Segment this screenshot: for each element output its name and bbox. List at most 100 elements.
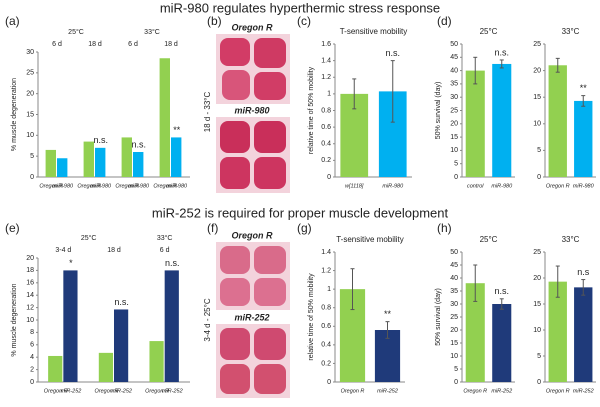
- annotation: n.s.: [494, 47, 509, 57]
- tissue: [254, 328, 286, 360]
- group-label: 25°C: [68, 28, 84, 36]
- y-tick-label: 35: [450, 288, 458, 295]
- y-tick-label: 1.6: [321, 41, 331, 48]
- y-tick-label: 0.4: [321, 342, 331, 349]
- chart-title: T-sensitive mobility: [336, 235, 404, 244]
- tissue: [254, 157, 286, 189]
- y-tick-label: 5: [537, 353, 541, 360]
- y-tick-label: 1: [327, 91, 331, 98]
- image-label: Oregon R: [231, 22, 273, 32]
- y-tick-label: 0: [454, 379, 458, 386]
- section-title: miR-980 regulates hyperthermic stress re…: [160, 0, 440, 15]
- y-tick-label: 10: [450, 147, 458, 154]
- y-tick-label: 40: [450, 275, 458, 282]
- tissue: [220, 364, 250, 394]
- tissue: [220, 121, 250, 153]
- annotation: n.s.: [114, 297, 129, 307]
- bar-label: miR-980: [90, 183, 112, 189]
- histology-f: (f) Oregon R miR-252 3-4 d - 25°C: [203, 221, 290, 398]
- y-tick-label: 10: [533, 327, 541, 334]
- bar-label: Oregon R: [145, 388, 169, 394]
- y-tick-label: 5: [30, 153, 34, 160]
- annotation: n.s.: [385, 48, 400, 58]
- tissue: [254, 364, 286, 394]
- y-tick-label: 20: [26, 91, 34, 98]
- y-tick-label: 10: [26, 132, 34, 139]
- bar-label: miR-980: [52, 183, 74, 189]
- y-tick-label: 45: [450, 54, 458, 61]
- y-tick-label: 15: [450, 134, 458, 141]
- group-label: 25°C: [81, 234, 97, 242]
- y-tick-label: 1.4: [321, 249, 331, 256]
- bar: [574, 287, 593, 382]
- bar-label: Oregon R: [44, 388, 68, 394]
- bar: [465, 283, 485, 382]
- tissue: [254, 121, 286, 153]
- bar: [133, 152, 144, 177]
- y-tick-label: 30: [450, 301, 458, 308]
- category-label: 18 d: [164, 41, 178, 48]
- chart-title: 33°C: [562, 27, 580, 36]
- y-tick-label: 0.2: [321, 360, 331, 367]
- bar-label: miR-252: [162, 388, 183, 394]
- y-tick-label: 5: [454, 161, 458, 168]
- tissue: [220, 328, 250, 360]
- chart-title: 25°C: [480, 235, 498, 244]
- category-label: 6 d: [128, 41, 138, 48]
- bar-label: miR-980: [166, 183, 188, 189]
- category-label: miR-252: [377, 388, 398, 394]
- y-tick-label: 1.4: [321, 57, 331, 64]
- bar: [548, 65, 567, 177]
- y-tick-label: 25: [450, 107, 458, 114]
- panel-letter: (a): [5, 14, 20, 28]
- category-label: Oregon R: [463, 388, 487, 394]
- category-label: Oregon R: [546, 388, 570, 394]
- panel-letter: (d): [437, 14, 452, 28]
- panel-letter: (b): [207, 14, 222, 28]
- y-tick-label: 0.8: [321, 305, 331, 312]
- bar-label: Oregon R: [94, 388, 118, 394]
- category-label: miR-980: [491, 183, 513, 189]
- y-tick-label: 8: [30, 329, 34, 336]
- bar-label: Oregon R: [39, 183, 63, 189]
- y-tick-label: 0.6: [321, 124, 331, 131]
- bar-label: Oregon R: [77, 183, 101, 189]
- bar: [57, 158, 68, 177]
- tissue: [220, 157, 250, 189]
- bar: [149, 341, 164, 382]
- panel-letter: (h): [437, 221, 452, 235]
- y-tick-label: 0: [327, 174, 331, 181]
- bar: [492, 63, 512, 178]
- category-label: miR-980: [573, 183, 595, 189]
- annotation: **: [580, 83, 588, 93]
- panel-letter: (c): [297, 14, 311, 28]
- annotation: **: [384, 309, 392, 319]
- y-tick-label: 0: [454, 174, 458, 181]
- y-tick-label: 0: [537, 174, 541, 181]
- y-tick-label: 30: [450, 94, 458, 101]
- y-tick-label: 20: [450, 327, 458, 334]
- bar: [574, 100, 593, 177]
- y-tick-label: 40: [450, 67, 458, 74]
- y-tick-label: 50: [450, 41, 458, 48]
- group-label: 33°C: [157, 234, 173, 242]
- panel-letter: (f): [207, 221, 218, 235]
- tissue: [254, 246, 286, 274]
- y-tick-label: 20: [450, 121, 458, 128]
- tissue: [254, 38, 286, 68]
- bar: [164, 270, 179, 382]
- tissue: [220, 246, 250, 274]
- bar-label: miR-252: [61, 388, 82, 394]
- y-tick-label: 15: [533, 94, 541, 101]
- bar: [114, 309, 129, 382]
- image-side-label: 18 d - 33°C: [203, 92, 212, 133]
- bar: [492, 304, 512, 382]
- bar: [48, 355, 63, 382]
- y-tick-label: 0: [30, 174, 34, 181]
- y-tick-label: 45: [450, 262, 458, 269]
- y-tick-label: 35: [450, 81, 458, 88]
- chart-title: 25°C: [480, 27, 498, 36]
- y-tick-label: 12: [26, 304, 34, 311]
- category-label: miR-252: [491, 388, 512, 394]
- chart-title: T-sensitive mobility: [340, 27, 408, 36]
